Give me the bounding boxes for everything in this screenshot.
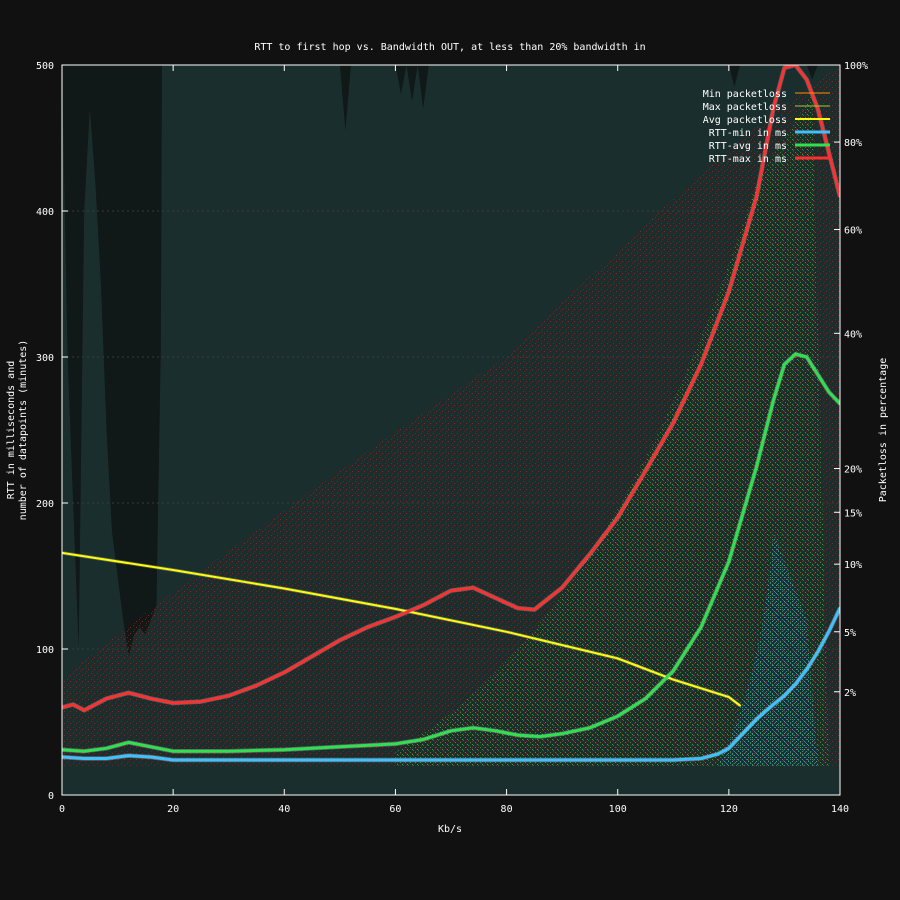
legend-label: RTT-min in ms bbox=[709, 128, 787, 139]
x-tick-label: 40 bbox=[278, 804, 290, 815]
y2-tick-label: 40% bbox=[844, 329, 862, 340]
legend-label: RTT-avg in ms bbox=[709, 141, 787, 152]
legend-label: Avg packetloss bbox=[703, 115, 787, 126]
legend: Min packetloss Max packetloss Avg packetlo… bbox=[703, 89, 830, 165]
rtt-max-in-ms-line bbox=[62, 65, 840, 712]
y-tick-label: 200 bbox=[36, 499, 54, 510]
legend-label: Min packetloss bbox=[703, 89, 787, 100]
y2-tick-label: 10% bbox=[844, 560, 862, 571]
x-tick-label: 60 bbox=[389, 804, 401, 815]
x-tick-label: 140 bbox=[831, 804, 849, 815]
y-axis-label-line2: number of datapoints (minutes) bbox=[18, 340, 29, 521]
y2-tick-label: 5% bbox=[844, 628, 856, 639]
x-tick-label: 120 bbox=[720, 804, 738, 815]
y-tick-label: 400 bbox=[36, 207, 54, 218]
series-lines bbox=[62, 65, 840, 763]
scatter-green-region bbox=[395, 94, 829, 766]
y2-axis-label: Packetloss in percentage bbox=[878, 358, 889, 503]
y-axis-label-line1: RTT in milliseconds and bbox=[6, 361, 17, 499]
plot-area bbox=[62, 65, 840, 795]
y2-tick-label: 20% bbox=[844, 465, 862, 476]
y2-tick-label: 60% bbox=[844, 226, 862, 237]
avg-packetloss-line bbox=[62, 551, 741, 707]
y-tick-label: 500 bbox=[36, 61, 54, 72]
y-tick-label: 0 bbox=[48, 791, 54, 802]
y2-axis-ticks: 2% 5% 10% 15% 20% 40% 60% 80% 100% bbox=[834, 61, 868, 699]
x-tick-label: 0 bbox=[59, 804, 65, 815]
legend-label: Max packetloss bbox=[703, 102, 787, 113]
plot-border bbox=[61, 64, 841, 796]
legend-label: RTT-max in ms bbox=[709, 154, 787, 165]
rtt-avg-in-ms-line bbox=[62, 352, 840, 753]
y2-tick-label: 15% bbox=[844, 508, 862, 519]
chart-title: RTT to first hop vs. Bandwidth OUT, at l… bbox=[254, 42, 645, 53]
x-tick-label: 20 bbox=[167, 804, 179, 815]
y2-tick-label: 100% bbox=[844, 61, 868, 72]
y-tick-label: 100 bbox=[36, 645, 54, 656]
x-axis-label: Kb/s bbox=[438, 824, 462, 835]
y2-tick-label: 2% bbox=[844, 688, 856, 699]
x-tick-label: 80 bbox=[501, 804, 513, 815]
y2-tick-label: 80% bbox=[844, 138, 862, 149]
y-tick-label: 300 bbox=[36, 353, 54, 364]
x-axis-ticks: 0 20 40 60 80 100 120 140 bbox=[59, 65, 849, 815]
y-axis-ticks: 0 100 200 300 400 500 bbox=[36, 61, 68, 802]
x-tick-label: 100 bbox=[609, 804, 627, 815]
rtt-min-in-ms-line bbox=[62, 606, 840, 762]
